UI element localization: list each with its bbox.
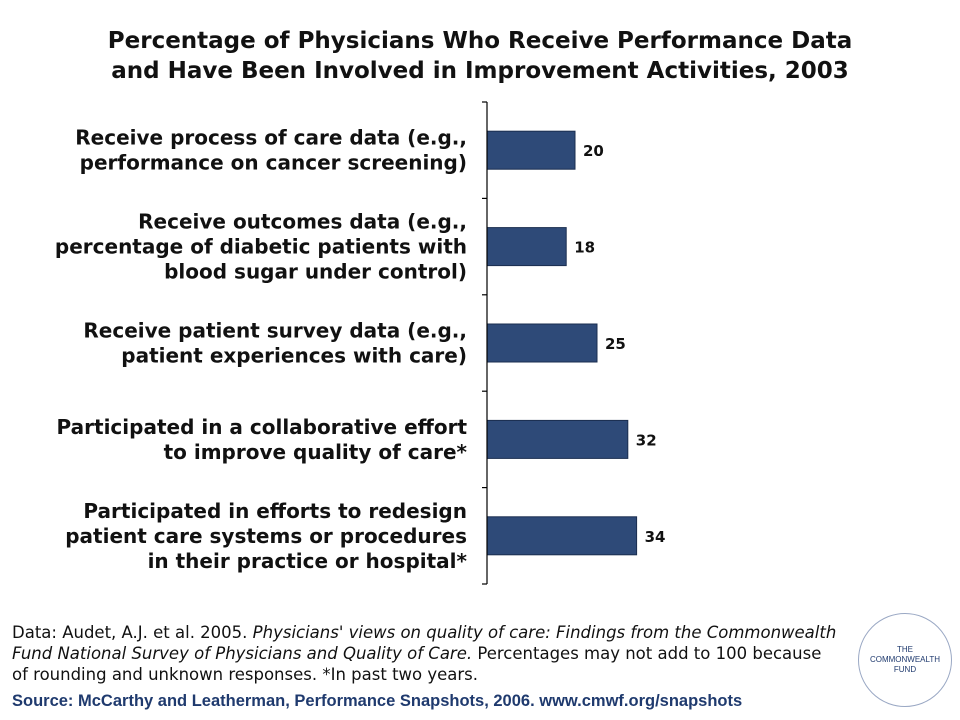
category-label-2-line-3: blood sugar under control) (164, 260, 467, 284)
data-note: Data: Audet, A.J. et al. 2005. Physician… (12, 622, 842, 685)
logo-line-1: THE (897, 645, 913, 654)
data-note-title: Physicians' views on quality of care: Fi… (12, 623, 837, 663)
category-label-4-line-2: to improve quality of care* (164, 440, 468, 464)
bar-3 (486, 323, 598, 363)
value-label-4: 32 (636, 431, 657, 449)
category-label-4: Participated in a collaborative effort to… (57, 415, 468, 464)
category-labels: Receive process of care data (e.g., perfo… (55, 126, 468, 573)
source-citation: Source: McCarthy and Leatherman, Perform… (12, 692, 743, 710)
bar-1 (486, 130, 576, 170)
data-note-prefix: Data: Audet, A.J. et al. 2005. (12, 623, 253, 642)
category-label-4-line-1: Participated in a collaborative effort (57, 415, 468, 439)
category-label-3: Receive patient survey data (e.g., patien… (83, 319, 467, 368)
category-label-3-line-1: Receive patient survey data (e.g., (83, 319, 467, 343)
bar-2 (486, 227, 567, 267)
y-axis (482, 101, 488, 585)
value-label-3: 25 (605, 335, 626, 353)
category-label-1: Receive process of care data (e.g., perfo… (75, 126, 467, 175)
category-label-1-line-1: Receive process of care data (e.g., (75, 126, 467, 150)
chart-title-line-1: Percentage of Physicians Who Receive Per… (107, 28, 853, 54)
category-label-5-line-3: in their practice or hospital* (148, 549, 468, 573)
category-label-3-line-2: patient experiences with care) (121, 344, 467, 368)
value-label-5: 34 (645, 528, 666, 546)
logo-line-3: FUND (893, 665, 917, 674)
category-label-5-line-1: Participated in efforts to redesign (83, 499, 467, 523)
bar-chart: Receive process of care data (e.g., perfo… (55, 101, 665, 585)
category-label-2-line-1: Receive outcomes data (e.g., (138, 210, 467, 234)
category-label-5: Participated in efforts to redesign patie… (65, 499, 467, 573)
category-label-2: Receive outcomes data (e.g., percentage o… (55, 210, 467, 284)
value-label-1: 20 (583, 142, 604, 160)
bars (486, 130, 638, 556)
category-label-2-line-2: percentage of diabetic patients with (55, 235, 467, 259)
category-label-5-line-2: patient care systems or procedures (65, 524, 467, 548)
value-labels: 20 18 25 32 34 (574, 142, 665, 546)
value-label-2: 18 (574, 239, 595, 257)
chart-title: Percentage of Physicians Who Receive Per… (0, 26, 960, 86)
logo-line-2: COMMONWEALTH (869, 655, 941, 664)
category-label-1-line-2: performance on cancer screening) (80, 151, 467, 175)
data-note-suffix: Percentages may not add to 100 because o… (12, 644, 822, 684)
chart-title-line-2: and Have Been Involved in Improvement Ac… (111, 58, 849, 84)
bar-4 (486, 419, 629, 459)
bar-5 (486, 516, 638, 556)
commonwealth-fund-logo: THE COMMONWEALTH FUND (858, 613, 952, 707)
